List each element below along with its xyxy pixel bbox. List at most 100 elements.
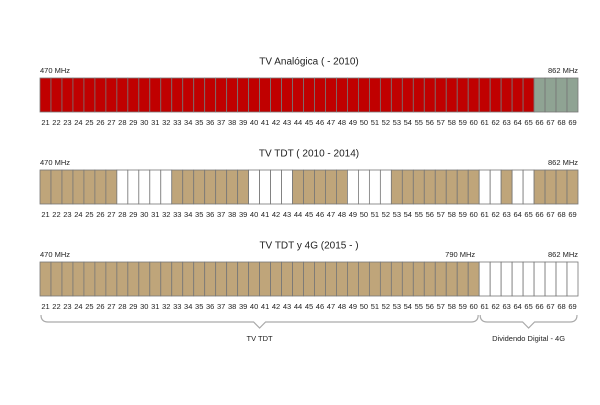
channel-number: 25: [85, 210, 93, 219]
channel-number: 47: [327, 118, 335, 127]
channel-number: 22: [52, 118, 60, 127]
channel-number: 67: [546, 118, 554, 127]
channel-number: 51: [371, 302, 379, 311]
channel-number: 23: [63, 210, 71, 219]
channel-number: 32: [162, 302, 170, 311]
channel-number: 49: [349, 118, 357, 127]
freq-label: 862 MHz: [548, 158, 578, 167]
channel-number: 65: [524, 302, 532, 311]
channel-cell: [50, 169, 63, 205]
channel-number: 46: [316, 118, 324, 127]
channel-cell: [226, 261, 239, 297]
channel-number: 68: [557, 302, 565, 311]
channel-number: 50: [360, 118, 368, 127]
channel-number: 62: [491, 210, 499, 219]
channel-number: 23: [63, 118, 71, 127]
channel-number: 55: [415, 302, 423, 311]
channel-number: 52: [382, 210, 390, 219]
channel-number: 44: [294, 210, 302, 219]
channel-cell: [336, 261, 348, 297]
channel-number: 36: [206, 118, 214, 127]
channel-cell: [160, 169, 173, 205]
channel-number: 45: [305, 210, 313, 219]
channel-number: 24: [74, 210, 82, 219]
channel-number: 41: [261, 302, 269, 311]
channel-number: 33: [173, 302, 181, 311]
channel-cell: [434, 169, 447, 205]
channel-cell: [72, 169, 85, 205]
channel-cell: [193, 261, 206, 297]
channel-number: 44: [294, 118, 302, 127]
channel-cell: [248, 77, 260, 113]
channel-number: 61: [481, 302, 489, 311]
channel-number: 48: [338, 118, 346, 127]
channel-cell: [116, 77, 129, 113]
channel-number: 66: [535, 302, 543, 311]
channel-number: 21: [41, 302, 49, 311]
channel-number: 60: [470, 210, 478, 219]
channel-number: 33: [173, 210, 181, 219]
channel-number: 35: [195, 302, 203, 311]
channel-number: 25: [85, 118, 93, 127]
channel-cell: [500, 261, 513, 297]
channel-cell: [171, 261, 184, 297]
channel-cell: [544, 77, 557, 113]
channel-number: 30: [140, 302, 148, 311]
channel-cell: [182, 169, 195, 205]
freq-label: 862 MHz: [548, 66, 578, 75]
channel-number: 60: [470, 302, 478, 311]
bracket: [479, 314, 578, 329]
channel-number: 56: [426, 118, 434, 127]
channel-number: 45: [305, 302, 313, 311]
channel-cell: [434, 77, 447, 113]
channel-cell: [511, 77, 524, 113]
channel-number: 64: [513, 210, 521, 219]
channel-number: 48: [338, 302, 346, 311]
channel-number: 26: [96, 210, 104, 219]
channel-number: 59: [459, 118, 467, 127]
channel-number: 39: [239, 302, 247, 311]
channel-cell: [325, 77, 337, 113]
channel-number: 38: [228, 210, 236, 219]
channel-number: 52: [382, 302, 390, 311]
channel-number: 41: [261, 210, 269, 219]
channel-number: 53: [393, 118, 401, 127]
channel-cell: [182, 261, 195, 297]
channel-cell: [204, 77, 217, 113]
channel-cell: [336, 77, 348, 113]
channel-cell: [72, 77, 85, 113]
channel-number: 58: [448, 210, 456, 219]
channel-cell: [434, 261, 447, 297]
group-label: TV TDT: [247, 334, 274, 343]
channel-cell: [270, 77, 282, 113]
channel-cell: [467, 77, 480, 113]
channel-number: 40: [250, 118, 258, 127]
channel-cell: [566, 261, 579, 297]
channel-number: 22: [52, 210, 60, 219]
channel-number: 37: [217, 210, 225, 219]
channel-number: 57: [437, 302, 445, 311]
channel-number: 28: [118, 302, 126, 311]
channel-number: 37: [217, 302, 225, 311]
channel-number: 35: [195, 210, 203, 219]
channel-cell: [489, 169, 502, 205]
channel-cell: [61, 169, 74, 205]
channel-number: 56: [426, 210, 434, 219]
channel-cell: [171, 169, 184, 205]
channel-cell: [149, 77, 162, 113]
channel-cell: [314, 77, 326, 113]
channel-cell: [489, 77, 502, 113]
channel-cell: [160, 77, 173, 113]
channel-number: 53: [393, 302, 401, 311]
channel-number: 31: [151, 118, 159, 127]
channel-number: 58: [448, 302, 456, 311]
channel-number: 27: [107, 302, 115, 311]
channel-number: 68: [557, 118, 565, 127]
channel-number: 42: [272, 210, 280, 219]
channel-cell: [259, 77, 271, 113]
channel-cell: [423, 77, 436, 113]
channel-cell: [303, 77, 315, 113]
channel-number: 67: [546, 302, 554, 311]
channel-number: 66: [535, 210, 543, 219]
channel-number: 31: [151, 302, 159, 311]
